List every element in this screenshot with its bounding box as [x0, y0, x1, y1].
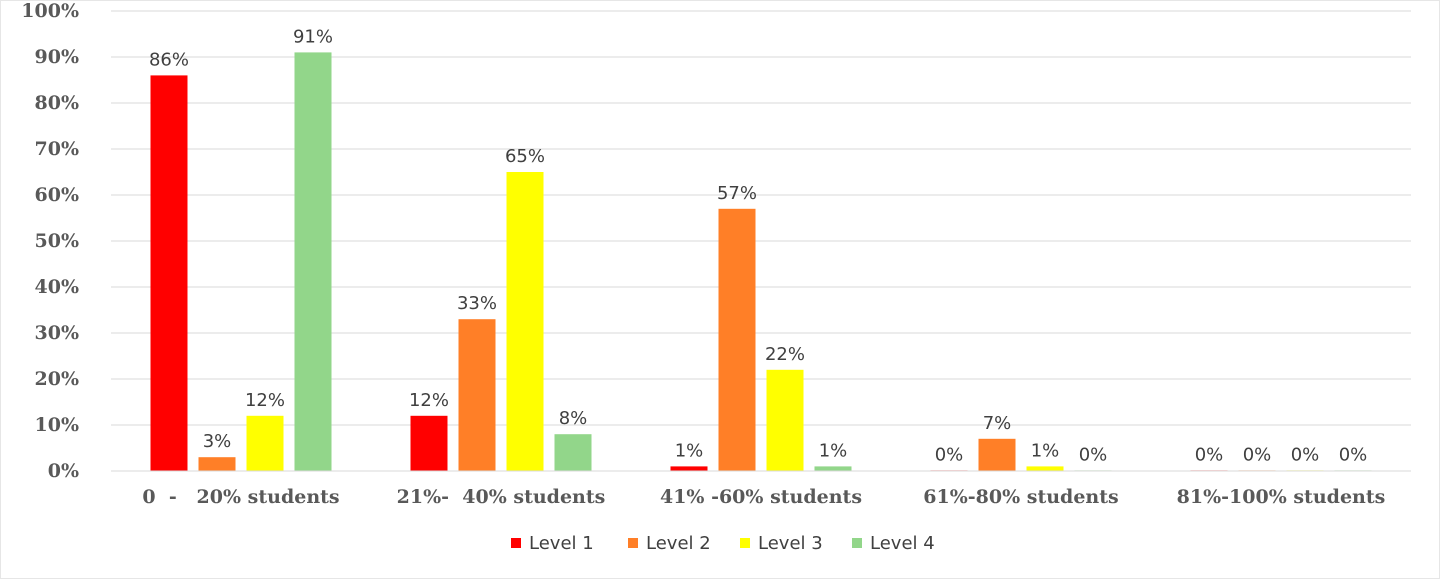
x-axis: 0 - 20% students 21%- 40% students 41% -60… [111, 470, 1411, 508]
y-tick-label: 100% [21, 1, 79, 22]
data-label: 0% [1339, 444, 1368, 465]
legend-swatch [511, 538, 521, 548]
legend-swatch [628, 538, 638, 548]
bar-level-2[interactable] [198, 457, 236, 471]
bar-level-2[interactable] [718, 208, 756, 472]
legend-label: Level 3 [758, 533, 823, 554]
y-tick-label: 10% [35, 414, 80, 436]
data-label: 86% [149, 49, 189, 70]
data-label: 7% [983, 413, 1012, 434]
bar-level-3[interactable] [246, 415, 284, 471]
data-label: 1% [819, 440, 848, 461]
bar-level-2[interactable] [978, 438, 1016, 471]
x-category-label: 0 - 20% students [142, 486, 339, 508]
legend-item-level-1[interactable]: Level 1 [511, 533, 594, 554]
legend-swatch [852, 538, 862, 548]
data-label: 12% [245, 390, 285, 411]
data-label: 91% [293, 26, 333, 47]
bar-level-4[interactable] [554, 434, 592, 471]
legend-label: Level 2 [646, 533, 711, 554]
y-tick-label: 80% [35, 92, 80, 114]
data-label: 1% [675, 440, 704, 461]
data-label: 0% [1291, 444, 1320, 465]
y-tick-label: 90% [35, 46, 80, 68]
bar-level-3[interactable] [1026, 466, 1064, 471]
legend-label: Level 1 [529, 533, 594, 554]
bar-level-4[interactable] [814, 466, 852, 471]
data-label: 22% [765, 344, 805, 365]
legend-swatch [740, 538, 750, 548]
x-category-label: 21%- 40% students [397, 486, 606, 508]
data-label: 8% [559, 408, 588, 429]
y-tick-label: 0% [48, 460, 79, 482]
y-tick-label: 50% [35, 230, 80, 252]
legend-item-level-4[interactable]: Level 4 [852, 533, 935, 554]
bar-level-1[interactable] [150, 75, 188, 472]
bar-level-2[interactable] [458, 319, 496, 471]
bar-level-3[interactable] [766, 369, 804, 471]
y-tick-label: 30% [35, 322, 80, 344]
data-label: 57% [717, 183, 757, 204]
data-label: 0% [935, 444, 964, 465]
data-label: 12% [409, 390, 449, 411]
bar-level-3[interactable] [506, 172, 544, 471]
x-category-label: 61%-80% students [923, 486, 1118, 508]
y-tick-label: 40% [35, 276, 80, 298]
x-category-label: 81%-100% students [1177, 486, 1386, 508]
legend-label: Level 4 [870, 533, 935, 554]
bar-level-4[interactable] [294, 52, 332, 472]
data-labels: 86% 3% 12% 91% 12% 33% 65% 8% 1% 57% 22% 1% 0% 7% 1% 0%… [149, 26, 1367, 465]
data-label: 1% [1031, 440, 1060, 461]
data-label: 3% [203, 431, 232, 452]
y-axis: 0% 10% 20% 30% 40% 50% 60% 70% 80% 90% 100% [21, 0, 80, 482]
y-tick-label: 70% [35, 138, 80, 160]
legend-item-level-2[interactable]: Level 2 [628, 533, 711, 554]
data-label: 0% [1079, 444, 1108, 465]
legend-item-level-3[interactable]: Level 3 [740, 533, 823, 554]
data-label: 33% [457, 293, 497, 314]
data-label: 0% [1243, 444, 1272, 465]
y-tick-label: 60% [35, 184, 80, 206]
data-label: 65% [505, 146, 545, 167]
data-label: 0% [1195, 444, 1224, 465]
bar-level-1[interactable] [670, 466, 708, 471]
legend: Level 1 Level 2 Level 3 Level 4 [511, 533, 935, 554]
x-category-label: 41% -60% students [660, 486, 862, 508]
bars [150, 52, 1372, 472]
y-tick-label: 20% [35, 368, 80, 390]
bar-level-1[interactable] [410, 415, 448, 471]
